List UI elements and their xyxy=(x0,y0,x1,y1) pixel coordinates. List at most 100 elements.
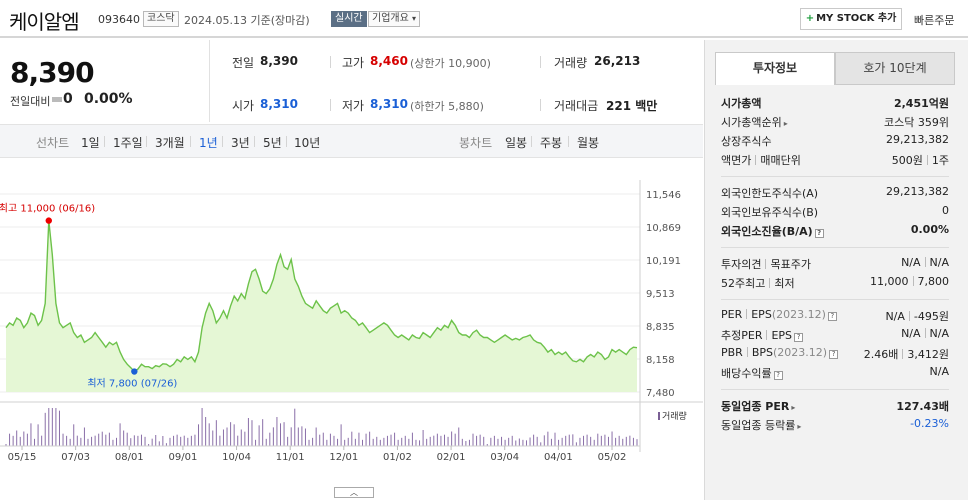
candle-weekly[interactable]: 주봉 xyxy=(540,136,563,150)
volume-bar xyxy=(511,435,513,446)
y-tick-label: 11,546 xyxy=(646,190,681,201)
low-annotation: 최저 7,800 (07/26) xyxy=(87,378,177,390)
y-tick-label: 10,191 xyxy=(646,256,681,267)
volume-bar xyxy=(272,427,274,446)
foreign-limit-label: 외국인한도주식수(A) xyxy=(721,187,819,200)
volume-bar xyxy=(568,434,570,446)
opinion-label-b: 목표주가 xyxy=(770,258,811,271)
separator xyxy=(531,136,532,147)
volume-bar xyxy=(397,439,399,446)
est-per-label[interactable]: 추정PER EPS? xyxy=(721,327,804,343)
volume-bar xyxy=(297,427,299,446)
volume-bar xyxy=(130,438,132,446)
tab-quote-10[interactable]: 호가 10단계 xyxy=(835,52,955,85)
chart-period-bar: 선차트 1일 1주일 3개월 1년 3년 5년 10년 봉차트 일봉 주봉 월봉 xyxy=(0,124,703,158)
dividend-label[interactable]: 배당수익률? xyxy=(721,365,783,381)
quick-order-link[interactable]: 빠른주문 xyxy=(914,14,955,27)
change-value: 0 xyxy=(63,91,73,107)
foreign-rate-label[interactable]: 외국인소진율(B/A)? xyxy=(721,223,824,239)
x-tick-label: 04/01 xyxy=(544,452,573,463)
period-3y[interactable]: 3년 xyxy=(231,136,250,150)
rank-label[interactable]: 시가총액순위 ▸ xyxy=(721,114,788,130)
market-badge: 코스닥 xyxy=(143,11,179,27)
volume-bar xyxy=(290,427,292,446)
volume-bar xyxy=(105,434,107,446)
period-3m[interactable]: 3개월 xyxy=(155,136,185,150)
volume-bar xyxy=(73,424,75,446)
period-10y[interactable]: 10년 xyxy=(294,136,321,150)
volume-bar xyxy=(301,426,303,446)
candle-daily[interactable]: 일봉 xyxy=(505,136,528,150)
industry-per-label[interactable]: 동일업종 PER ▸ xyxy=(721,398,795,414)
amount-value: 221 백만 xyxy=(606,99,658,113)
separator xyxy=(568,136,569,147)
candle-monthly[interactable]: 월봉 xyxy=(577,136,600,150)
volume-bar xyxy=(337,438,339,446)
volume-bar xyxy=(123,430,125,446)
high-marker xyxy=(45,217,52,224)
row-opinion: 투자의견 목표주가 N/A N/A xyxy=(721,256,949,274)
volume-bar xyxy=(586,434,588,446)
volume-bar xyxy=(436,433,438,446)
volume-bar xyxy=(465,441,467,446)
price-line xyxy=(5,220,638,373)
row-52week: 52주최고 최저 11,000 7,800 xyxy=(721,275,949,293)
expand-chart-button[interactable]: ︿ xyxy=(334,487,374,498)
pbr-label-b: BPS xyxy=(751,346,773,359)
volume-bar xyxy=(83,427,85,446)
per-year: (2023.12) xyxy=(771,308,826,321)
dividend-label-text: 배당수익률 xyxy=(721,367,772,380)
divider xyxy=(746,347,748,357)
volume-bar xyxy=(326,439,328,446)
divider xyxy=(330,56,331,68)
volume-bar xyxy=(486,444,488,446)
open-label: 시가 xyxy=(232,99,255,113)
divider xyxy=(766,330,768,340)
chevron-up-icon: ︿ xyxy=(350,488,358,497)
period-1w[interactable]: 1주일 xyxy=(113,136,143,150)
period-1d[interactable]: 1일 xyxy=(81,136,100,150)
volume-bar xyxy=(226,427,228,446)
volume-bar xyxy=(600,435,602,446)
face-val-b: 1주 xyxy=(931,154,949,167)
volume-legend-label: 거래량 xyxy=(662,412,687,422)
period-1y[interactable]: 1년 xyxy=(199,136,218,150)
company-info-dropdown[interactable]: 기업개요 ▾ xyxy=(368,11,421,27)
volume-bar xyxy=(198,424,200,446)
volume-bar xyxy=(543,435,545,446)
volume-bar xyxy=(34,438,36,446)
row-shares: 상장주식수 29,213,382 xyxy=(721,133,949,151)
pbr-label[interactable]: PBR BPS(2023.12)? xyxy=(721,346,839,359)
pbr-year: (2023.12) xyxy=(773,346,828,359)
volume-bar xyxy=(169,437,171,446)
rank-label-text: 시가총액순위 xyxy=(721,116,782,129)
price-chart[interactable]: 11,546 10,869 10,191 9,513 8,835 8,158 7,480 최고… xyxy=(0,160,703,490)
volume-bar xyxy=(9,433,11,446)
period-5y[interactable]: 5년 xyxy=(263,136,282,150)
divider xyxy=(924,257,926,267)
industry-rate-label[interactable]: 동일업종 등락률 ▸ xyxy=(721,417,801,433)
est-label-a: 추정PER xyxy=(721,329,763,342)
realtime-button[interactable]: 실시간 xyxy=(331,11,367,27)
eps-val: -495원 xyxy=(913,310,949,323)
volume-bar xyxy=(58,410,60,446)
invest-info-panel: 투자정보 호가 10단계 시가총액 2,451억원 시가총액순위 ▸ 코스닥 35… xyxy=(704,40,968,500)
volume-bar xyxy=(383,437,385,446)
volume-bar xyxy=(590,436,592,446)
add-mystock-button[interactable]: + MY STOCK 추가 xyxy=(800,8,902,30)
volume-bar xyxy=(215,420,217,446)
volume-bar xyxy=(269,432,271,446)
x-tick-label: 05/15 xyxy=(8,452,37,463)
tab-invest-info[interactable]: 투자정보 xyxy=(715,52,835,85)
volume-bar xyxy=(329,433,331,446)
volume-bar xyxy=(561,437,563,446)
divider xyxy=(721,389,949,390)
x-tick-label: 03/04 xyxy=(490,452,519,463)
volume-value: 26,213 xyxy=(594,54,641,68)
volume-bar xyxy=(536,436,538,446)
volume-bar xyxy=(294,408,296,446)
divider xyxy=(721,176,949,177)
volume-bar xyxy=(237,435,239,446)
volume-bar xyxy=(55,408,57,446)
per-label[interactable]: PER EPS(2023.12)? xyxy=(721,308,837,321)
